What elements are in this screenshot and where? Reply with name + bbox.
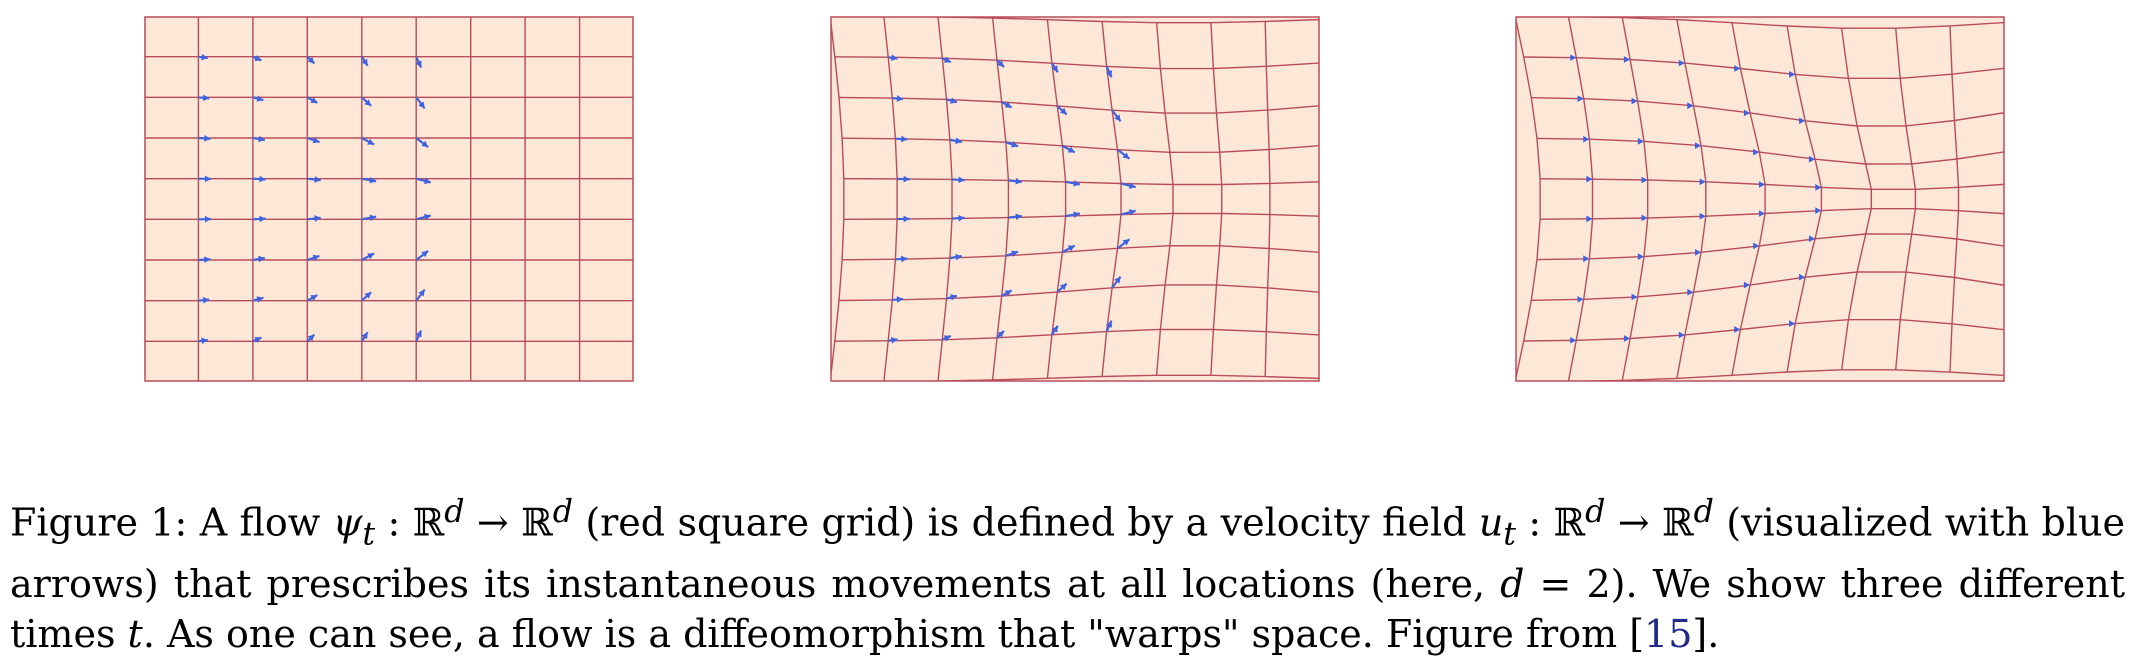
panel-background xyxy=(831,17,1319,381)
flow-panel-time-3 xyxy=(1515,16,2005,382)
superscript-d: d xyxy=(1694,494,1714,530)
caption-math: → ℝ xyxy=(465,501,553,545)
flow-panel-time-2 xyxy=(830,16,1320,382)
superscript-d: d xyxy=(1585,494,1605,530)
symbol-u: u xyxy=(1479,501,1503,545)
subscript-t: t xyxy=(1503,516,1516,552)
subscript-t: t xyxy=(362,516,375,552)
superscript-d: d xyxy=(553,494,573,530)
caption-math: : ℝ xyxy=(375,501,444,545)
caption-text: (red square grid) is defined by a veloci… xyxy=(573,501,1479,545)
panel-background xyxy=(145,17,633,381)
caption-label: Figure 1: xyxy=(10,501,187,545)
flow-panel-time-1 xyxy=(144,16,634,382)
figure-caption: Figure 1: A flow ψt : ℝd → ℝd (red squar… xyxy=(10,487,2125,659)
caption-math: → ℝ xyxy=(1605,501,1693,545)
caption-math: : ℝ xyxy=(1516,501,1585,545)
symbol-psi: ψ xyxy=(333,501,363,545)
caption-text: . As one can see, a flow is a diffeomorp… xyxy=(143,612,1644,656)
warped-grid-plot-2 xyxy=(830,16,1320,382)
symbol-t: t xyxy=(128,612,143,656)
warped-grid-plot-3 xyxy=(1515,16,2005,382)
panel-background xyxy=(1516,17,2004,381)
caption-text: ]. xyxy=(1692,612,1719,656)
warped-grid-plot-1 xyxy=(144,16,634,382)
superscript-d: d xyxy=(444,494,464,530)
reference-link-15[interactable]: 15 xyxy=(1644,612,1692,656)
symbol-d: d xyxy=(1500,562,1524,606)
caption-text: A flow xyxy=(187,501,332,545)
